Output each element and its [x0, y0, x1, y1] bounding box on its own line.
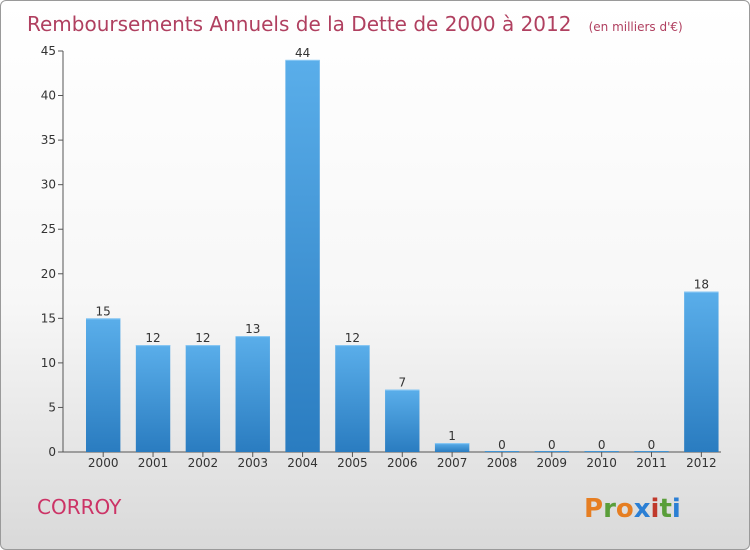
bar-2003: [235, 336, 270, 452]
bar-2006: [385, 389, 420, 452]
bar-2012: [684, 291, 719, 452]
x-tick-label-2006: 2006: [387, 456, 418, 470]
data-label-2009: 0: [548, 438, 556, 452]
proxiti-logo: Proxiti: [584, 494, 681, 524]
x-tick-label-2000: 2000: [88, 456, 119, 470]
x-ticks: 2000 2001 2002 2003 2004 2005 2006 2007 2008 2009…: [88, 452, 717, 470]
data-label-2006: 7: [398, 376, 406, 390]
y-ticks: 0 5 10 15 20 25 30 35 40 45: [41, 44, 63, 459]
bar-2004: [285, 59, 320, 453]
y-tick-label: 20: [41, 267, 56, 281]
x-tick-label-2008: 2008: [487, 456, 518, 470]
data-label-2001: 12: [145, 331, 160, 345]
chart-title-unit: (en milliers d'€): [589, 20, 683, 34]
data-label-2004: 44: [295, 46, 310, 60]
bar-2001: [135, 345, 171, 452]
bar-2000: [86, 318, 121, 452]
y-tick-label: 40: [41, 89, 56, 103]
data-label-2010: 0: [598, 438, 606, 452]
chart-title: Remboursements Annuels de la Dette de 20…: [27, 12, 683, 36]
bar-2011: [634, 451, 669, 452]
data-label-2012: 18: [694, 278, 709, 292]
place-name: CORROY: [37, 495, 122, 519]
x-tick-label-2009: 2009: [537, 456, 568, 470]
y-tick-label: 5: [48, 400, 56, 414]
x-tick-label-2010: 2010: [586, 456, 617, 470]
x-tick-label-2011: 2011: [636, 456, 667, 470]
bar-2005: [335, 345, 370, 452]
y-tick-label: 30: [41, 178, 56, 192]
y-tick-label: 10: [41, 356, 56, 370]
y-tick-label: 45: [41, 44, 56, 58]
x-tick-label-2005: 2005: [337, 456, 368, 470]
chart-title-main: Remboursements Annuels de la Dette de 20…: [27, 12, 571, 36]
data-label-2005: 12: [345, 331, 360, 345]
bar-2010: [584, 451, 619, 452]
bar-2002: [185, 345, 221, 452]
x-tick-label-2001: 2001: [138, 456, 169, 470]
data-label-2007: 1: [448, 429, 456, 443]
bar-2008: [484, 451, 520, 452]
x-tick-label-2004: 2004: [287, 456, 318, 470]
y-tick-label: 0: [48, 445, 56, 459]
data-label-2008: 0: [498, 438, 506, 452]
y-tick-label: 25: [41, 222, 56, 236]
y-tick-label: 35: [41, 133, 56, 147]
x-tick-label-2007: 2007: [437, 456, 468, 470]
x-tick-label-2012: 2012: [686, 456, 717, 470]
x-tick-label-2002: 2002: [188, 456, 219, 470]
data-label-2000: 15: [96, 304, 111, 318]
data-label-2002: 12: [195, 331, 210, 345]
y-tick-label: 15: [41, 311, 56, 325]
bar-2009: [534, 451, 570, 452]
bar-2007: [434, 443, 470, 452]
x-tick-label-2003: 2003: [237, 456, 268, 470]
bars: 15 12 12 13 44 12 7 1 0 0 0 0 18: [86, 46, 719, 453]
data-label-2003: 13: [245, 322, 260, 336]
data-label-2011: 0: [648, 438, 656, 452]
